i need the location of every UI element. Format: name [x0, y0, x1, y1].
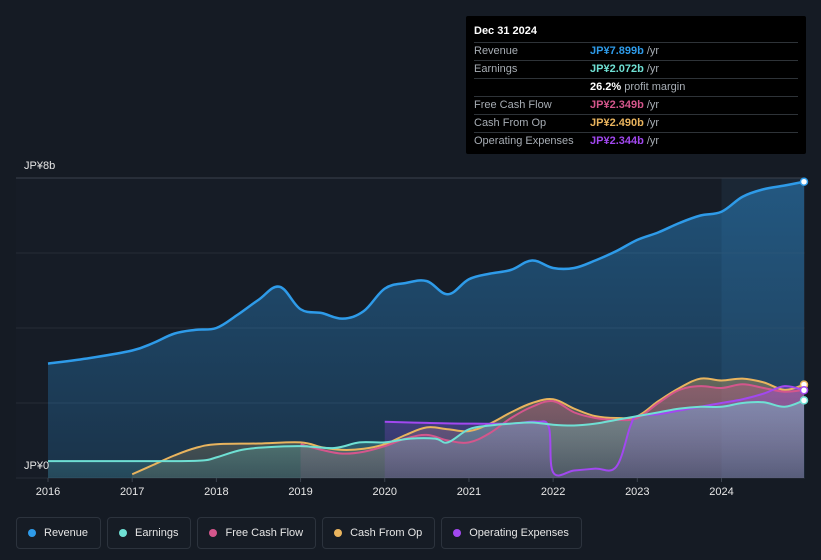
tooltip-unit: profit margin: [624, 81, 686, 93]
tooltip-row: Revenue JP¥7.899b/yr: [474, 43, 798, 61]
legend-dot-icon: [119, 529, 128, 537]
earnings-area: [48, 400, 804, 478]
legend-item-free-cash-flow[interactable]: Free Cash Flow: [197, 517, 317, 549]
legend-dot-icon: [28, 529, 36, 537]
tooltip-unit: /yr: [646, 117, 660, 129]
tooltip-label: Operating Expenses: [474, 135, 574, 147]
legend-item-operating-expenses[interactable]: Operating Expenses: [441, 517, 582, 549]
legend-label: Free Cash Flow: [225, 527, 304, 539]
tooltip: Dec 31 2024 Revenue JP¥7.899b/yr Earnings J…: [466, 16, 806, 154]
x-tick-label: 2017: [120, 486, 144, 498]
tooltip-label: Cash From Op: [474, 117, 547, 129]
legend-dot-icon: [334, 529, 343, 537]
opex-endpoint: [799, 386, 809, 395]
revenue-endpoint: [799, 177, 809, 186]
x-tick-label: 2024: [709, 486, 733, 498]
tooltip-label: [474, 79, 590, 96]
legend-item-earnings[interactable]: Earnings: [107, 517, 192, 549]
tooltip-date: Dec 31 2024: [474, 23, 798, 43]
legend-label: Revenue: [44, 527, 89, 539]
tooltip-unit: /yr: [646, 63, 660, 75]
earnings-line: [48, 399, 805, 463]
x-tick-label: 2021: [457, 486, 481, 498]
tooltip-unit: /yr: [646, 135, 660, 147]
fcf-line: [300, 383, 805, 455]
tooltip-value: JP¥2.072b: [590, 63, 644, 75]
tooltip-value: JP¥2.490b: [590, 117, 644, 129]
tooltip-row: Earnings JP¥2.072b/yr: [474, 61, 798, 79]
legend-label: Earnings: [135, 527, 179, 539]
x-tick-label: 2023: [625, 486, 649, 498]
x-tick-label: 2020: [373, 486, 397, 498]
tooltip-label: Free Cash Flow: [474, 99, 552, 111]
legend-item-revenue[interactable]: Revenue: [16, 517, 102, 549]
y-axis-top-label: JP¥8b: [24, 160, 56, 172]
tooltip-value: JP¥7.899b: [590, 45, 644, 57]
tooltip-row: 26.2% profit margin: [474, 79, 798, 97]
earnings-endpoint: [799, 396, 809, 405]
legend-dot-icon: [453, 529, 462, 537]
x-tick-label: 2016: [36, 486, 60, 498]
x-tick-label: 2018: [204, 486, 228, 498]
tooltip-value: JP¥2.349b: [590, 99, 644, 111]
legend-dot-icon: [209, 529, 218, 537]
tooltip-unit: /yr: [646, 99, 660, 111]
tooltip-row: Operating Expenses JP¥2.344b/yr: [474, 133, 798, 150]
legend: Revenue Earnings Free Cash Flow Cash From O…: [16, 517, 582, 549]
tooltip-value: 26.2%: [590, 81, 622, 93]
legend-label: Operating Expenses: [469, 527, 569, 539]
tooltip-label: Earnings: [474, 63, 518, 75]
legend-item-cash-from-op[interactable]: Cash From Op: [322, 517, 436, 549]
y-axis-bottom-label: JP¥0: [24, 460, 50, 472]
legend-label: Cash From Op: [350, 527, 423, 539]
tooltip-row: Free Cash Flow JP¥2.349b/yr: [474, 97, 798, 115]
tooltip-unit: /yr: [646, 45, 660, 57]
x-tick-label: 2022: [541, 486, 565, 498]
x-tick-label: 2019: [288, 486, 312, 498]
revenue-area: [48, 181, 804, 478]
revenue-line: [47, 180, 805, 365]
tooltip-row: Cash From Op JP¥2.490b/yr: [474, 115, 798, 133]
tooltip-label: Revenue: [474, 45, 519, 57]
tooltip-value: JP¥2.344b: [590, 135, 644, 147]
